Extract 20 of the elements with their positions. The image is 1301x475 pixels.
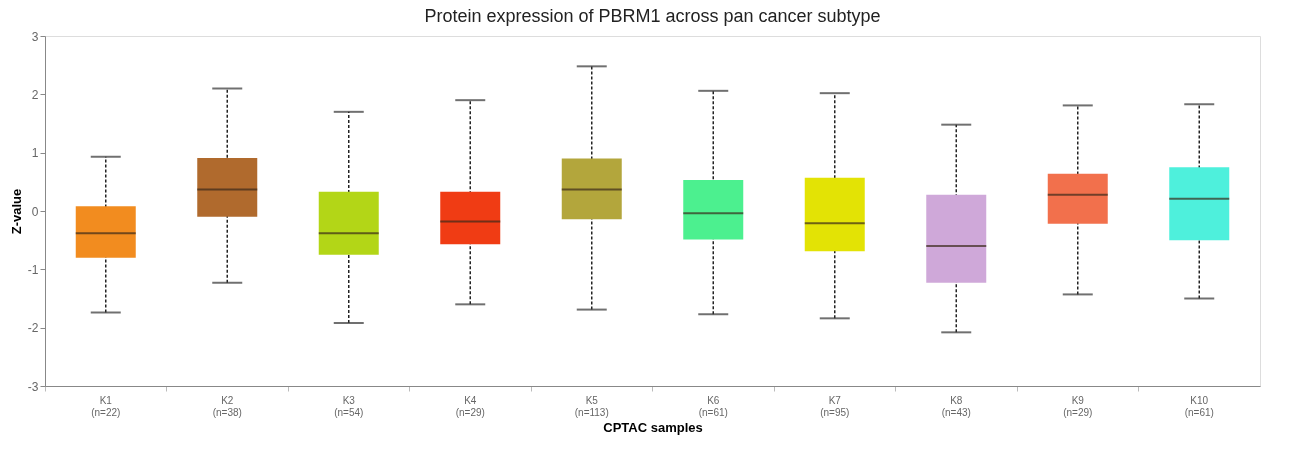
y-tick-label: 0 [31,204,39,219]
x-axis-title: CPTAC samples [603,419,703,435]
x-tick-label: K9 (n=29) [1063,394,1093,418]
x-tick-label: K2 (n=38) [212,394,242,418]
y-tick-label: -2 [27,321,39,336]
chart-title: Protein expression of PBRM1 across pan cancer subtype [424,6,881,26]
x-tick-label: K4 (n=29) [455,394,485,418]
y-axis-title: Z-value [8,188,24,235]
x-tick-label: K5 (n=113) [574,394,609,418]
x-tick-label: K6 (n=61) [698,394,728,418]
y-tick-label: -3 [27,379,39,394]
x-tick-label: K8 (n=43) [941,394,971,418]
y-tick-label: 1 [31,146,39,161]
x-tick-label: K3 (n=54) [334,394,364,418]
x-tick-label: K7 (n=95) [820,394,850,418]
y-tick-label: -1 [27,262,39,277]
y-tick-label: 2 [31,87,39,102]
x-tick-label: K1 (n=22) [91,394,121,418]
y-tick-label: 3 [31,29,39,44]
x-tick-label: K10 (n=61) [1184,394,1214,418]
